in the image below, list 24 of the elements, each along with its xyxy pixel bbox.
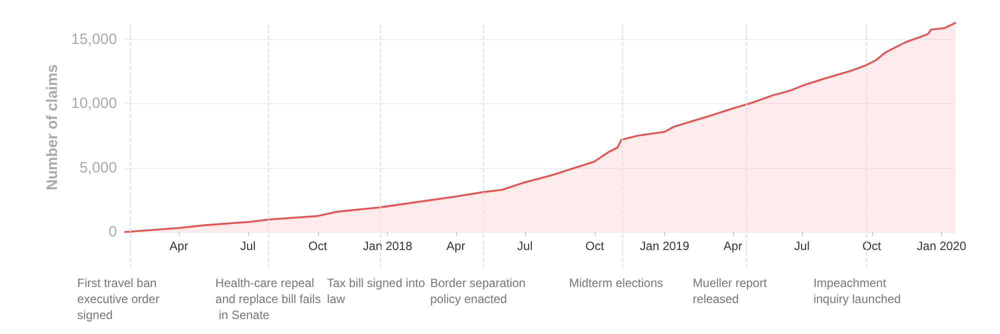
x-tick-label: Jan 2019 [640, 239, 690, 253]
y-tick-label: 5,000 [79, 159, 117, 176]
x-tick-label: Oct [585, 239, 605, 253]
y-tick-label: 0 [108, 224, 117, 240]
x-tick-label: Jul [517, 239, 533, 253]
x-tick-label: Jan 2018 [362, 239, 413, 253]
x-tick-label: Apr [446, 239, 466, 253]
ref-line-label: Tax bill signed into law [326, 276, 428, 306]
ref-line-label: Border separation policy enacted [430, 276, 529, 306]
x-tick-label: Jul [794, 239, 810, 253]
x-tick-label: Jul [240, 239, 256, 253]
y-tick-label: 15,000 [71, 30, 117, 48]
ref-line-label: First travel ban executive order signed [77, 276, 163, 322]
ref-line-label: Mueller report released [692, 276, 770, 306]
x-tick-label: Apr [170, 239, 188, 253]
x-tick-label: Oct [862, 239, 882, 253]
x-tick-label: Jan 2020 [916, 239, 967, 253]
ref-line-label: Midterm elections [569, 276, 664, 290]
ref-line-label: Health-care repeal and replace bill fails in Senate [215, 276, 321, 322]
y-tick-label: 10,000 [71, 95, 117, 112]
y-axis-title: Number of claims [44, 64, 62, 190]
x-tick-label: Apr [724, 239, 742, 253]
ref-line-label: Impeachment inquiry launched [813, 276, 901, 306]
x-tick-label: Oct [308, 239, 328, 253]
